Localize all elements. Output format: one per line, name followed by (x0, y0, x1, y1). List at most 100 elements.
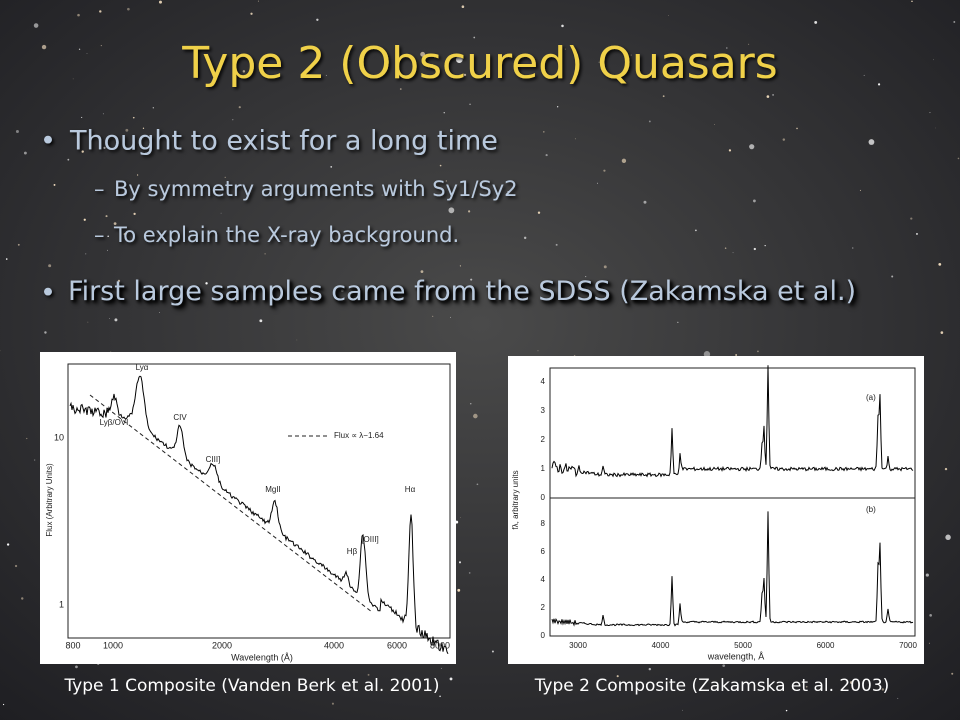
star (703, 351, 711, 358)
panel-label: (a) (866, 393, 876, 402)
star (940, 331, 944, 334)
star (439, 164, 442, 167)
star (469, 103, 471, 105)
panel-label: (b) (866, 505, 876, 514)
star (17, 243, 20, 246)
star (648, 667, 652, 671)
star (86, 53, 88, 55)
star (142, 127, 145, 129)
figure-type2: wavelength, Å fλ, arbitrary units (a) (b… (508, 356, 924, 664)
star (14, 564, 18, 568)
y-tick-label: 6 (541, 547, 546, 556)
power-law (89, 394, 373, 613)
star (257, 0, 259, 2)
star (557, 106, 559, 108)
star (881, 688, 885, 691)
star (735, 354, 738, 356)
star (630, 54, 632, 56)
star (449, 677, 453, 681)
star (381, 194, 383, 196)
star (728, 149, 732, 152)
star (34, 459, 36, 461)
slide-title: Type 2 (Obscured) Quasars (181, 38, 777, 89)
star (748, 43, 750, 45)
star (41, 44, 47, 50)
star (488, 296, 491, 299)
star (448, 207, 455, 214)
star (897, 697, 899, 699)
star (935, 127, 936, 129)
star (136, 174, 139, 176)
star (85, 253, 87, 255)
spectrum (551, 365, 914, 478)
star (420, 270, 424, 273)
star (458, 561, 461, 564)
bullet-wrap: First large samples came from the SDSS (… (68, 276, 857, 307)
y-tick-label: 8 (541, 519, 546, 528)
star (577, 288, 580, 291)
star (603, 265, 607, 269)
star (753, 247, 756, 251)
sub-dash: – (94, 223, 105, 247)
star (259, 319, 263, 323)
star (439, 695, 441, 698)
star (440, 667, 442, 669)
bullet-dot: • (40, 126, 56, 157)
star (459, 265, 461, 267)
star (6, 543, 10, 546)
star (470, 278, 473, 281)
star (938, 263, 942, 266)
y-tick-label: 3 (541, 406, 546, 415)
line-label: CIII] (206, 455, 221, 464)
star (537, 350, 539, 352)
star (158, 0, 162, 4)
star (677, 321, 679, 324)
star (455, 56, 463, 63)
star (473, 413, 478, 419)
x-tick-label: 4000 (652, 641, 670, 650)
star (766, 95, 770, 98)
star (15, 130, 19, 134)
star (933, 59, 934, 61)
star (648, 120, 651, 123)
line-label: Hβ (347, 547, 358, 556)
star (132, 116, 135, 119)
star (117, 279, 121, 283)
star (944, 467, 948, 471)
star (360, 183, 362, 186)
star (367, 673, 370, 676)
y-label: fλ, arbitrary units (511, 470, 520, 529)
y-tick-label: 0 (541, 631, 546, 640)
bullet: First large samples came from the SDSS (… (68, 276, 857, 307)
star (814, 21, 818, 24)
x-tick-label: 2000 (212, 640, 232, 650)
star (694, 229, 697, 232)
star (468, 572, 471, 574)
star (749, 144, 755, 150)
y-tick-label: 4 (541, 377, 546, 386)
star (53, 183, 56, 186)
star (349, 60, 351, 62)
star (78, 48, 81, 50)
star (764, 245, 766, 247)
star (75, 665, 78, 669)
star (615, 76, 618, 79)
star (681, 709, 683, 711)
star (21, 597, 24, 600)
star (282, 146, 285, 150)
star (953, 21, 956, 23)
sub-dash: – (94, 177, 105, 201)
star (616, 675, 619, 678)
x-tick-label: 1000 (103, 640, 123, 650)
y-tick-label: 1 (59, 599, 64, 609)
star (102, 113, 104, 115)
x-label: wavelength, Å (707, 651, 765, 661)
star (460, 516, 462, 518)
star (431, 64, 434, 66)
star (863, 74, 865, 77)
star (242, 70, 246, 73)
line-label: Lyα (136, 363, 149, 372)
x-tick-label: 800 (65, 640, 80, 650)
star (911, 0, 913, 3)
